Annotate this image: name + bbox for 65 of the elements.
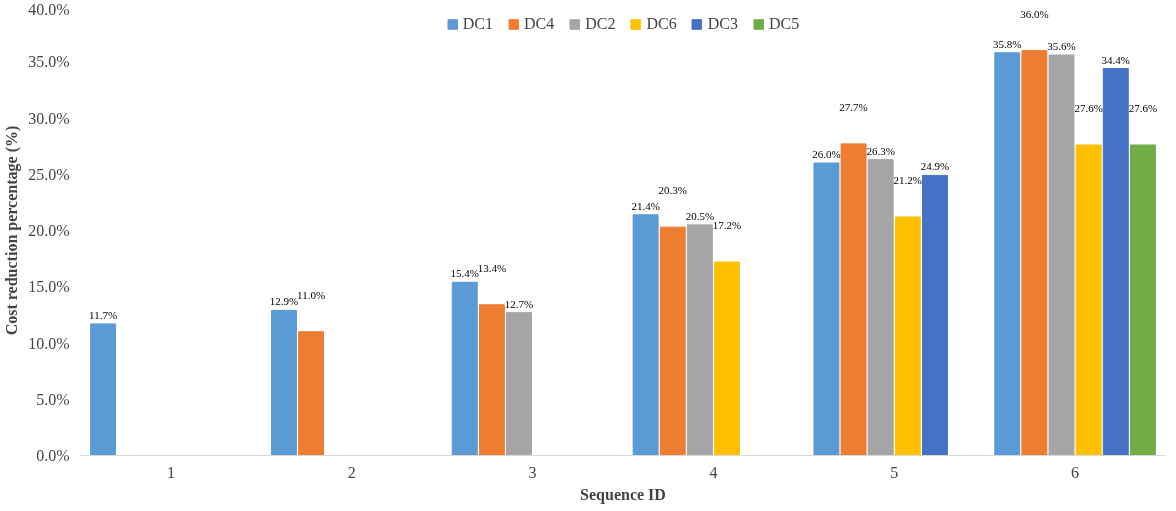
data-label: 11.0% xyxy=(297,288,326,301)
data-label: 17.2% xyxy=(712,219,742,231)
bar xyxy=(813,162,840,456)
legend-label: DC2 xyxy=(585,15,616,33)
bar xyxy=(659,226,686,456)
bar xyxy=(1102,68,1129,456)
bar xyxy=(894,216,921,456)
data-label: 27.7% xyxy=(839,100,868,113)
y-tick-label: 25.0% xyxy=(28,165,70,183)
y-tick-label: 15.0% xyxy=(28,278,70,296)
x-tick-label: 2 xyxy=(347,463,356,481)
y-axis-title: Cost reduction percentage (%) xyxy=(3,125,22,336)
data-label: 36.0% xyxy=(1020,7,1049,20)
y-tick-label: 40.0% xyxy=(28,0,70,18)
bar xyxy=(632,214,659,456)
y-tick-label: 5.0% xyxy=(36,390,70,408)
bar xyxy=(451,281,478,456)
data-label: 27.6% xyxy=(1128,102,1158,114)
data-label: 20.3% xyxy=(658,184,687,197)
data-label: 35.8% xyxy=(993,37,1022,50)
bar xyxy=(1075,144,1102,456)
y-tick-label: 20.0% xyxy=(28,222,70,239)
data-label: 24.9% xyxy=(920,160,950,173)
x-tick-label: 6 xyxy=(1071,463,1080,481)
bar xyxy=(478,304,505,456)
data-label: 34.4% xyxy=(1101,53,1130,66)
bar xyxy=(1129,144,1156,456)
data-label: 15.4% xyxy=(450,267,479,280)
data-label: 20.5% xyxy=(685,209,715,222)
x-tick-label: 3 xyxy=(528,463,537,481)
data-label: 12.9% xyxy=(269,295,299,308)
data-label: 26.3% xyxy=(866,144,895,157)
bar xyxy=(840,143,867,456)
data-label: 26.0% xyxy=(812,148,841,160)
bar xyxy=(506,312,532,456)
data-label: 21.4% xyxy=(631,199,660,212)
bar xyxy=(867,159,894,456)
bar xyxy=(714,261,740,456)
bar xyxy=(270,309,297,456)
legend-label: DC5 xyxy=(768,15,800,33)
bar xyxy=(921,174,948,456)
bar xyxy=(90,323,117,456)
x-axis-title: Sequence ID xyxy=(580,485,666,504)
legend-label: DC1 xyxy=(462,15,494,33)
legend-label: DC6 xyxy=(646,15,677,33)
x-tick-label: 4 xyxy=(709,463,718,481)
data-label: 27.6% xyxy=(1074,102,1103,114)
x-tick-label: 5 xyxy=(890,463,899,481)
legend-label: DC4 xyxy=(524,15,555,33)
data-label: 13.4% xyxy=(477,261,507,274)
y-tick-label: 0.0% xyxy=(36,447,70,464)
bar xyxy=(298,331,325,456)
y-tick-label: 10.0% xyxy=(28,334,70,352)
data-label: 11.7% xyxy=(89,308,118,321)
data-label: 35.6% xyxy=(1047,40,1076,52)
data-label: 12.7% xyxy=(504,297,534,310)
y-tick-label: 30.0% xyxy=(28,109,70,127)
bar xyxy=(1048,54,1075,456)
bar xyxy=(994,52,1021,456)
y-tick-label: 35.0% xyxy=(28,53,70,71)
x-tick-label: 1 xyxy=(166,463,175,481)
bar xyxy=(686,224,713,456)
bar xyxy=(1021,50,1048,456)
data-label: 21.2% xyxy=(893,174,923,186)
legend-label: DC3 xyxy=(707,15,738,33)
